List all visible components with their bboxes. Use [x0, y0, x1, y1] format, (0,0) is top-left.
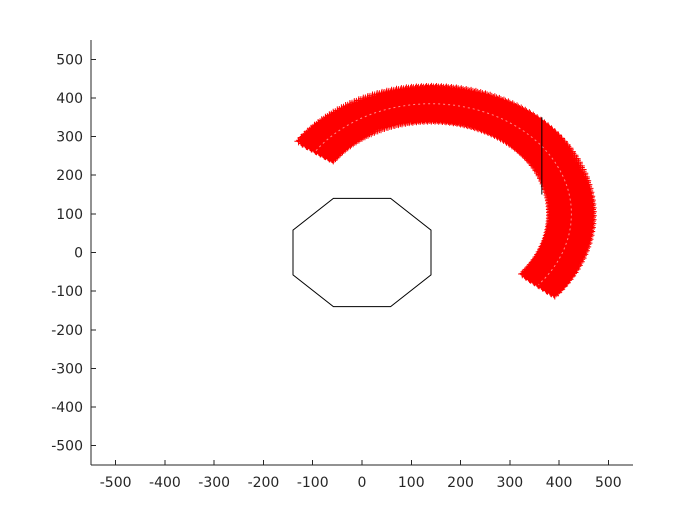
y-tick-label: 0	[74, 246, 83, 262]
x-tick-label: 500	[595, 475, 622, 491]
y-tick-label: 200	[56, 168, 83, 184]
y-tick-label: -400	[51, 400, 83, 416]
y-tick-label: 100	[56, 207, 83, 223]
y-tick-label: 300	[56, 130, 83, 146]
y-tick-label: 500	[56, 52, 83, 68]
octagon-obstacle	[292, 197, 432, 308]
x-tick-label: 100	[398, 475, 425, 491]
y-tick-label: -100	[51, 284, 83, 300]
x-tick-label: 0	[358, 475, 367, 491]
arc-band-markers	[294, 82, 597, 300]
y-tick-label: -500	[51, 439, 83, 455]
x-tick-label: -300	[198, 475, 230, 491]
x-tick-label: 400	[546, 475, 573, 491]
x-tick-label: -200	[248, 475, 280, 491]
data-layer	[292, 82, 597, 308]
y-tick-label: -200	[51, 323, 83, 339]
x-tick-label: -400	[149, 475, 181, 491]
x-tick-label: 200	[447, 475, 474, 491]
y-tick-label: -300	[51, 361, 83, 377]
x-tick-label: -100	[297, 475, 329, 491]
y-tick-label: 400	[56, 91, 83, 107]
red-arc-band	[294, 82, 597, 300]
x-tick-label: -500	[100, 475, 132, 491]
x-tick-label: 300	[496, 475, 523, 491]
tick-layer: -500 -400 -300 -200 -100 0 100 200 300 400 500 500 4…	[51, 52, 622, 491]
